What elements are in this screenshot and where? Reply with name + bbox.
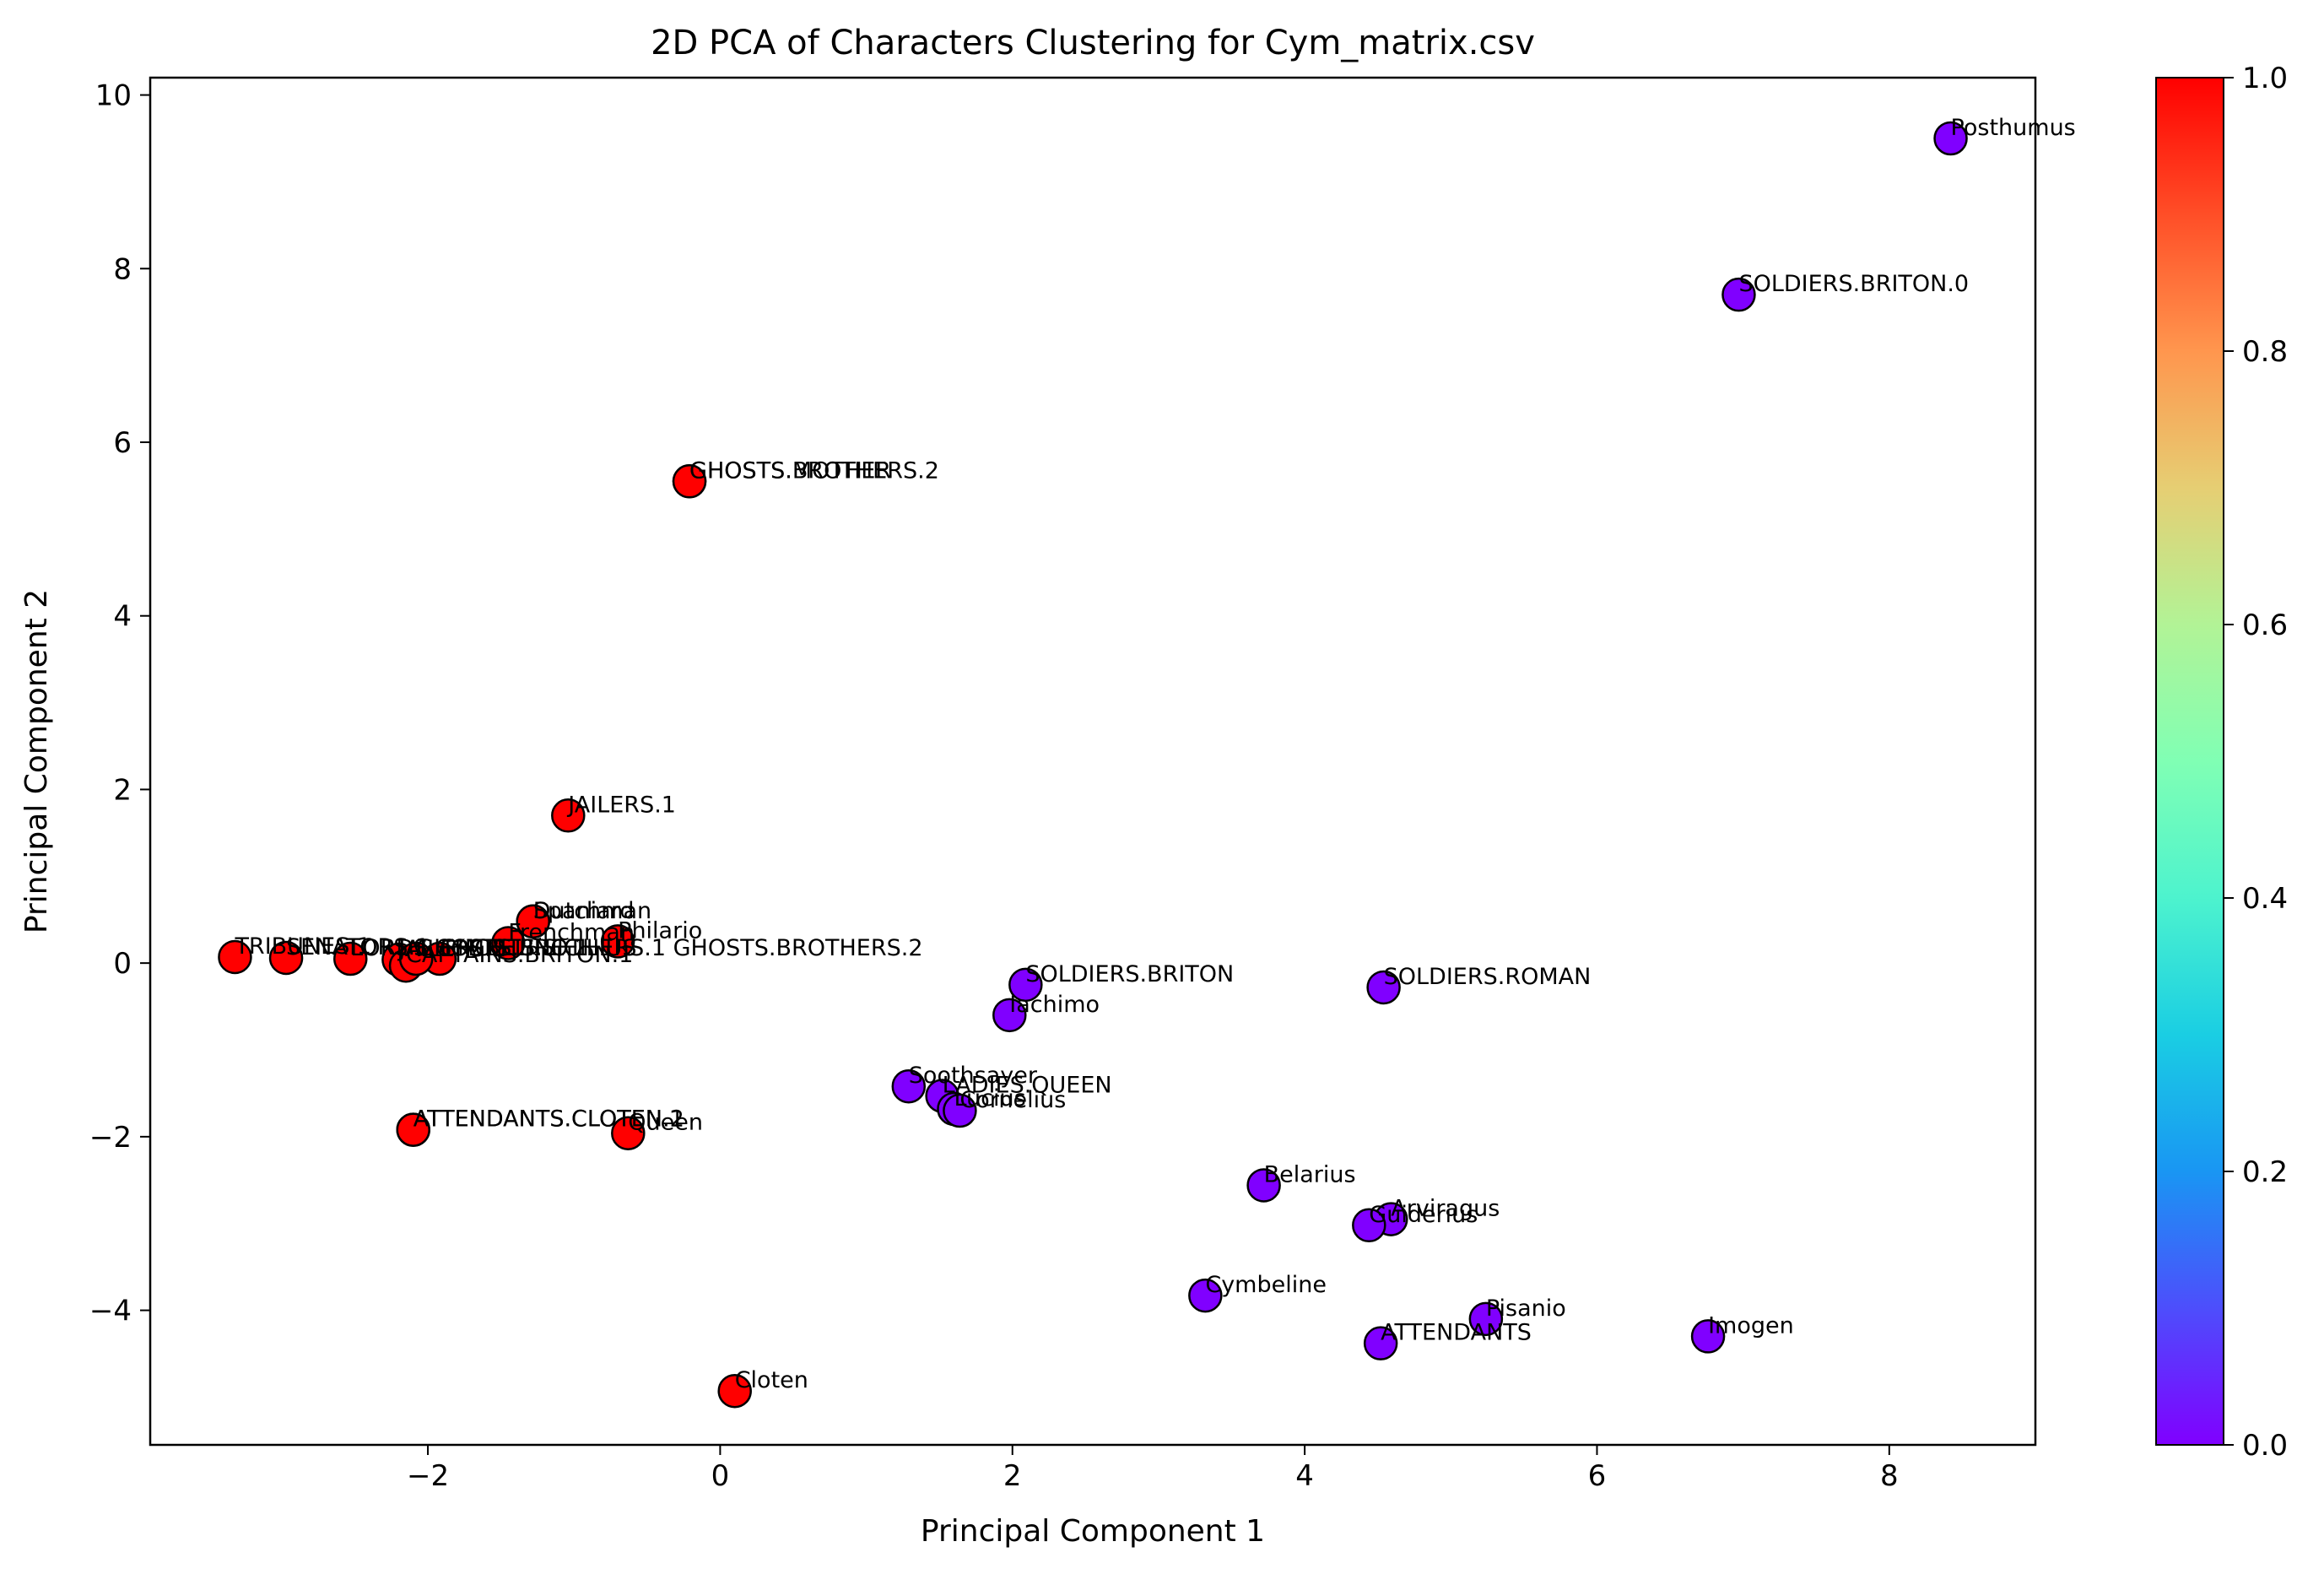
scatter-point [1933, 121, 1968, 156]
y-axis-label: Principal Component 2 [19, 589, 54, 933]
y-tick-label: 8 [113, 252, 132, 286]
point-label: Frenchman [508, 919, 635, 945]
scatter-point [1468, 1301, 1504, 1337]
point-label: Queen [628, 1110, 703, 1136]
scatter-point [672, 464, 707, 499]
x-tick-label: 6 [1588, 1459, 1607, 1493]
point-label: SOLDIERS.BRITON [1025, 961, 1234, 987]
point-label: SOLDIERS.BRITON.0 [1738, 271, 1969, 297]
point-label: Cloten [735, 1367, 808, 1393]
scatter-point [1188, 1278, 1223, 1313]
point-label: JAILERS.1 [566, 792, 676, 818]
scatter-point [600, 924, 635, 959]
point-label: Posthumus [1951, 115, 2076, 141]
point-label: ATTENDANTS [1381, 1320, 1532, 1346]
scatter-point [1721, 277, 1756, 312]
point-labels: Posthumus SOLDIERS.BRITON.0 GHOSTS.BROTHER… [234, 115, 2075, 1393]
y-tick-label: 2 [113, 773, 132, 807]
chart-title: 2D PCA of Characters Clustering for Cym_… [651, 24, 1535, 62]
scatter-point [1366, 970, 1401, 1005]
point-label: Pisanio [1486, 1295, 1566, 1322]
colorbar-tick-label: 0.0 [2242, 1429, 2288, 1463]
scatter-point [551, 798, 586, 833]
scatter-point [516, 904, 550, 939]
x-tick-label: 2 [1003, 1459, 1022, 1493]
point-label: TRIBUNES.1 [234, 933, 371, 960]
point-label: Lucius [954, 1085, 1025, 1112]
y-tick-label: −2 [89, 1121, 132, 1155]
scatter-point [943, 1093, 977, 1128]
point-label: CAPTAINS.BRITON.1 [406, 942, 633, 968]
plot-frame [149, 76, 2037, 1447]
point-label: GHOSTS.BROTHERS.1 GHOSTS.BROTHERS.2 [416, 935, 922, 961]
scatter-point [1246, 1168, 1281, 1203]
point-label: Cymbeline [1205, 1272, 1327, 1298]
point-label: Imogen [1708, 1312, 1794, 1339]
scatter-point [268, 940, 304, 976]
x-tick-label: 0 [711, 1459, 730, 1493]
point-label: ATTENDANTS.CLOTEN.2 [413, 1106, 684, 1133]
y-axis-ticks: −4 −2 0 2 4 6 8 10 [89, 79, 150, 1328]
point-label: LORDS.CYMBELINE.1 [350, 935, 586, 961]
y-tick-label: 6 [113, 426, 132, 460]
scatter-point [992, 998, 1027, 1033]
point-label: SENATORS.1 [286, 934, 430, 960]
scatter-point [218, 939, 252, 975]
colorbar-tick-label: 0.8 [2242, 335, 2288, 369]
point-label: Philario [618, 917, 702, 944]
point-label: Spaniard [533, 898, 635, 924]
scatter-point [611, 1116, 646, 1150]
x-tick-label: 8 [1880, 1459, 1899, 1493]
point-label: SOLDIERS.ROMAN [1384, 964, 1592, 990]
scatter-point [1352, 1208, 1386, 1243]
scatter-point [491, 926, 526, 960]
point-label: Guiderius [1369, 1202, 1478, 1228]
point-label: Iachimo [1009, 992, 1100, 1018]
x-tick-label: −2 [407, 1459, 449, 1493]
point-label: ATTENDANTS.CLOTEN.1 [413, 1106, 684, 1133]
point-label: Cornelius [959, 1087, 1066, 1113]
scatter-point [333, 941, 368, 976]
colorbar-tick-label: 0.2 [2242, 1155, 2288, 1189]
colorbar [2155, 77, 2224, 1446]
point-label: LADIES.QUEEN [943, 1073, 1112, 1099]
point-label: GHOSTS.SICILIUS [440, 935, 637, 961]
scatter-point [891, 1068, 927, 1104]
colorbar-tick-label: 1.0 [2242, 62, 2288, 95]
colorbar-tick-label: 0.4 [2242, 882, 2288, 916]
x-tick-label: 4 [1295, 1459, 1314, 1493]
point-label: Dutchman [533, 898, 651, 924]
point-label: Soothsayer [909, 1063, 1038, 1089]
scatter-point [396, 1112, 430, 1147]
scatter-point [1690, 1319, 1726, 1354]
x-axis-ticks: −2 0 2 4 6 8 [407, 1445, 1899, 1493]
scatter-points [218, 121, 1968, 1409]
y-tick-label: 4 [113, 600, 132, 634]
colorbar-tick-label: 0.6 [2242, 609, 2288, 642]
y-tick-label: 0 [113, 947, 132, 981]
scatter-point [1363, 1326, 1398, 1360]
point-label: Arviragus [1391, 1196, 1500, 1222]
x-axis-label: Principal Component 1 [921, 1514, 1265, 1549]
point-label: Belarius [1264, 1161, 1356, 1187]
point-label: GHOSTS.BROTHERS.2 [689, 457, 939, 484]
scatter-point [398, 941, 434, 976]
y-tick-label: −4 [89, 1295, 132, 1328]
point-label: JAILERS.2 [397, 936, 506, 962]
scatter-point [717, 1373, 752, 1409]
colorbar-ticks: 0.0 0.2 0.4 0.6 0.8 1.0 [2224, 62, 2288, 1463]
point-label: GHOSTS.MOTHER [689, 457, 891, 484]
scatter-point [1008, 967, 1043, 1003]
y-tick-label: 10 [95, 79, 132, 113]
